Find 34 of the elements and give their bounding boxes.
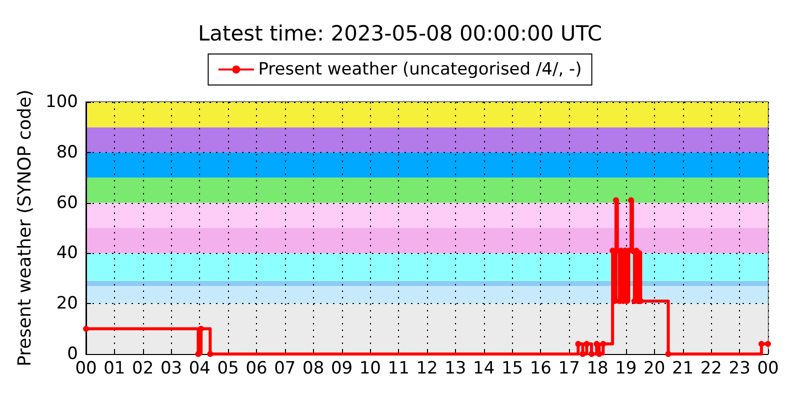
x-tick-label: 08 [302, 358, 324, 378]
x-tick-label: 07 [274, 358, 296, 378]
x-tick-label: 06 [246, 358, 268, 378]
x-tick-label: 04 [188, 358, 210, 378]
legend-label: Present weather (uncategorised /4/, -) [258, 60, 582, 80]
x-tick-label: 15 [501, 358, 524, 378]
x-tick-label: 02 [132, 358, 154, 378]
chart-title: Latest time: 2023-05-08 00:00:00 UTC [198, 22, 602, 46]
x-tick-label: 23 [728, 358, 750, 378]
x-tick-label: 09 [330, 358, 353, 378]
x-tick-label: 18 [586, 358, 608, 378]
x-tick-label: 11 [388, 358, 410, 378]
y-tick-label: 40 [56, 243, 78, 264]
x-tick-label: 03 [160, 358, 182, 378]
y-tick-label: 0 [67, 344, 78, 364]
x-tick-label: 10 [359, 358, 381, 378]
x-tick-label: 19 [615, 358, 637, 378]
x-tick-label: 22 [700, 358, 722, 378]
x-tick-label: 17 [558, 358, 580, 378]
x-tick-label: 13 [444, 358, 466, 378]
y-tick-label: 80 [56, 142, 78, 162]
y-tick-label: 100 [46, 92, 78, 112]
x-tick-label: 14 [473, 358, 495, 378]
x-tick-label: 16 [530, 358, 552, 378]
x-tick-label: 12 [416, 358, 438, 378]
x-tick-label: 00 [757, 358, 779, 378]
y-tick-label: 20 [56, 294, 78, 314]
x-tick-label: 20 [644, 358, 666, 378]
x-tick-label: 21 [672, 358, 694, 378]
y-axis-title: Present weather (SYNOP code) [14, 90, 36, 366]
y-tick-label: 60 [56, 192, 78, 213]
x-tick-label: 00 [75, 358, 97, 378]
x-tick-label: 01 [104, 358, 126, 378]
x-tick-label: 05 [217, 358, 239, 378]
